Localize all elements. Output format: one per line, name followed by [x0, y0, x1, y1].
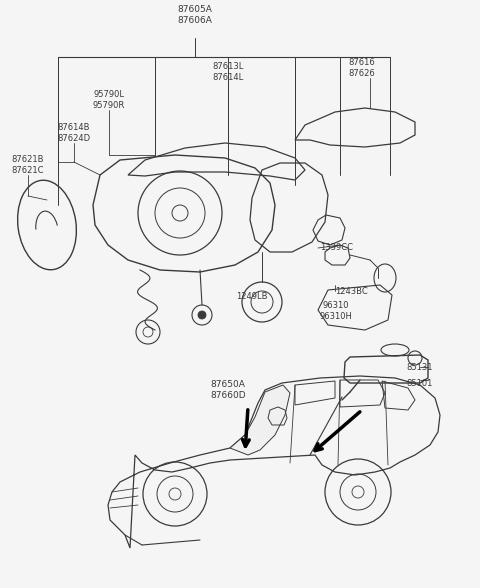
Text: 85131: 85131: [406, 362, 432, 372]
Text: 1339CC: 1339CC: [320, 243, 353, 252]
Text: 87605A
87606A: 87605A 87606A: [178, 5, 213, 25]
Text: 95790L
95790R: 95790L 95790R: [93, 90, 125, 110]
Text: 87616
87626: 87616 87626: [348, 58, 375, 78]
Text: 87614B
87624D: 87614B 87624D: [58, 123, 91, 143]
Text: 87621B
87621C: 87621B 87621C: [12, 155, 44, 175]
Text: 1249LB: 1249LB: [236, 292, 268, 301]
Polygon shape: [230, 385, 290, 455]
Text: 87650A
87660D: 87650A 87660D: [210, 380, 246, 400]
Text: 85101: 85101: [406, 379, 432, 387]
Circle shape: [198, 311, 206, 319]
Text: 96310
96310H: 96310 96310H: [320, 301, 352, 321]
Text: 87613L
87614L: 87613L 87614L: [212, 62, 244, 82]
Text: 1243BC: 1243BC: [335, 287, 368, 296]
